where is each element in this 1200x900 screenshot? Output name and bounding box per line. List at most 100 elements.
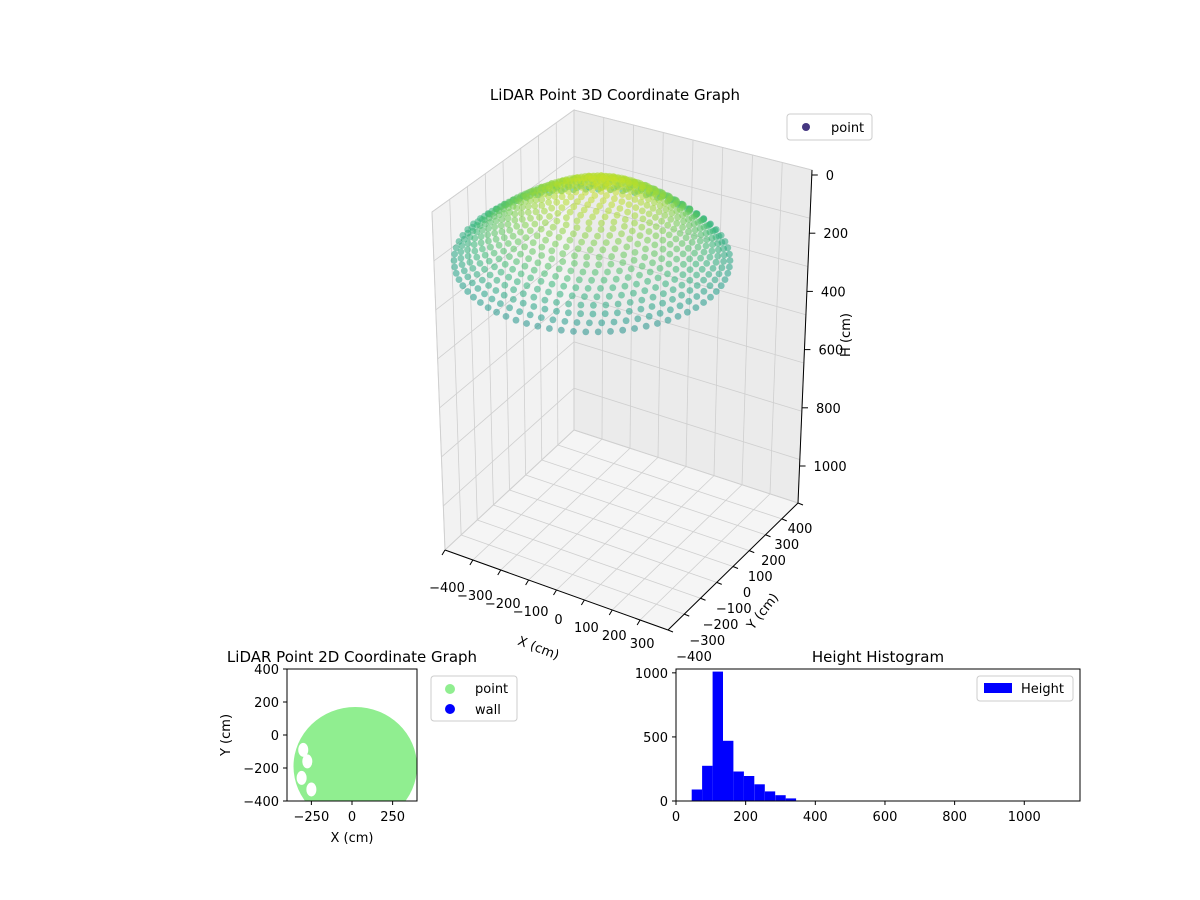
point-marker <box>501 281 509 289</box>
point-marker <box>621 185 629 193</box>
point-marker <box>509 265 516 273</box>
legend-wall-label: wall <box>475 703 501 718</box>
x-tick <box>497 569 502 576</box>
point-marker <box>621 282 629 290</box>
point-marker <box>580 206 588 214</box>
point-marker <box>522 197 529 205</box>
histogram-bar <box>743 776 755 801</box>
legend-point-label: point <box>831 121 864 136</box>
point-marker <box>581 293 588 300</box>
point-marker <box>523 320 530 327</box>
point-marker <box>614 300 622 308</box>
legend-height-label: Height <box>1021 682 1064 697</box>
point-marker <box>706 253 714 261</box>
point-marker <box>618 198 626 206</box>
point-marker <box>451 263 458 271</box>
point-marker <box>509 232 517 240</box>
point-marker <box>585 225 593 233</box>
point-marker <box>678 240 686 247</box>
point-marker <box>484 304 492 311</box>
point-marker <box>511 216 519 224</box>
point-marker <box>598 219 605 227</box>
point-marker <box>485 225 492 232</box>
point-marker <box>648 303 656 310</box>
legend-point-marker <box>802 123 810 131</box>
point-marker <box>545 199 552 206</box>
point-marker <box>666 240 674 248</box>
x-tick <box>553 589 557 596</box>
point-marker <box>693 293 701 300</box>
chart-3d-title: LiDAR Point 3D Coordinate Graph <box>490 86 740 104</box>
point-marker <box>619 259 627 266</box>
point-marker <box>518 203 526 211</box>
point-marker <box>563 275 571 282</box>
x-tick-label: −400 <box>429 581 465 596</box>
y-tick-label: −200 <box>243 762 279 777</box>
point-marker <box>634 315 642 323</box>
point-marker <box>495 241 503 249</box>
point-marker <box>611 245 619 253</box>
point-marker <box>662 206 670 213</box>
point-marker <box>619 326 627 334</box>
point-marker <box>597 285 604 292</box>
point-marker <box>541 207 548 215</box>
point-marker <box>538 202 546 209</box>
point-marker <box>548 187 556 195</box>
histogram-bar <box>723 740 734 801</box>
point-marker <box>697 254 704 262</box>
gap-region <box>298 742 309 757</box>
point-marker <box>691 249 698 257</box>
point-marker <box>646 219 653 227</box>
point-marker <box>548 280 556 288</box>
point-marker <box>684 244 692 252</box>
point-marker <box>605 207 612 215</box>
point-marker <box>565 300 572 308</box>
point-marker <box>609 225 617 232</box>
grid-line <box>541 459 766 536</box>
point-marker <box>491 229 498 237</box>
point-marker <box>703 236 711 244</box>
point-marker <box>652 214 659 221</box>
point-marker <box>726 257 734 264</box>
point-marker <box>665 231 673 239</box>
point-marker <box>509 296 517 303</box>
point-marker <box>679 223 686 231</box>
point-marker <box>693 282 701 289</box>
point-marker <box>702 229 710 237</box>
point-marker <box>627 265 635 273</box>
y-tick <box>667 629 674 633</box>
point-marker <box>645 228 653 235</box>
point-marker <box>642 322 650 330</box>
point-marker <box>565 188 572 195</box>
point-marker <box>470 241 478 249</box>
point-marker <box>476 260 484 267</box>
x-tick <box>636 619 641 626</box>
point-marker <box>603 192 610 199</box>
point-marker <box>679 271 687 279</box>
point-marker <box>484 231 491 239</box>
grid-line <box>431 109 813 213</box>
point-marker <box>600 276 608 284</box>
y-tick-label: 0 <box>271 729 279 744</box>
point-marker <box>631 212 639 220</box>
x-tick-label: 200 <box>602 629 627 644</box>
point-marker <box>696 237 704 245</box>
gap-region <box>306 782 317 797</box>
point-marker <box>519 290 527 298</box>
point-marker <box>599 197 607 205</box>
point-marker <box>673 255 680 263</box>
point-marker <box>513 222 521 230</box>
point-marker <box>607 260 615 268</box>
point-marker <box>582 189 589 196</box>
point-marker <box>527 197 534 205</box>
point-marker <box>668 209 676 217</box>
point-marker <box>549 223 557 231</box>
chart-histogram: Height Histogram 0 200 400 600 800 1000 0 500 10… <box>635 648 1081 825</box>
point-marker <box>485 282 492 289</box>
point-marker <box>553 187 561 195</box>
point-marker <box>584 201 592 209</box>
point-marker <box>720 251 728 259</box>
point-marker <box>621 223 628 230</box>
point-marker <box>500 210 508 217</box>
point-marker <box>592 207 600 215</box>
